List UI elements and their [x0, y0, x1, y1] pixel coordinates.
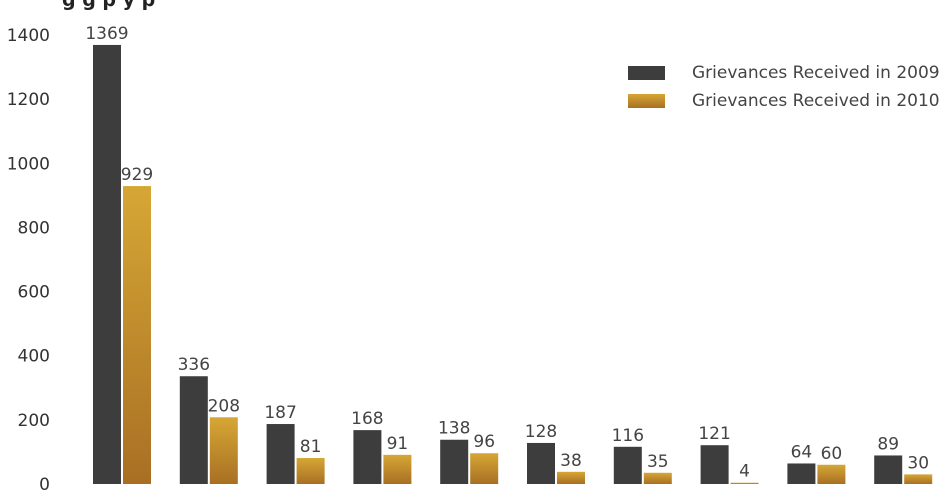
y-tick-label: 200: [18, 411, 50, 431]
data-label-2009: 187: [264, 403, 296, 423]
legend-label: Grievances Received in 2010: [692, 91, 940, 111]
y-tick-label: 600: [18, 283, 50, 303]
legend-swatch: [628, 94, 665, 108]
data-label-2009: 138: [438, 419, 470, 439]
data-label-2010: 929: [121, 165, 153, 185]
data-label-2010: 35: [647, 452, 669, 472]
y-tick-label: 800: [18, 218, 50, 238]
bar-2009: [353, 430, 382, 484]
data-label-2010: 91: [387, 434, 409, 454]
bar-2010: [730, 482, 759, 484]
chart-title: g g p y p: [62, 0, 155, 11]
bar-2009: [440, 439, 469, 484]
bar-2010: [209, 417, 238, 484]
bar-2009: [93, 44, 121, 485]
data-label-2009: 168: [351, 409, 383, 429]
y-tick-label: 0: [39, 475, 50, 492]
y-tick-label: 1000: [7, 154, 50, 174]
bar-2010: [904, 474, 933, 484]
data-label-2009: 116: [612, 426, 644, 446]
data-label-2009: 128: [525, 422, 557, 442]
y-tick-label: 1400: [7, 26, 50, 46]
data-label-2010: 30: [907, 453, 929, 473]
data-label-2010: 38: [560, 451, 582, 471]
bar-2010: [557, 471, 585, 484]
data-label-2009: 89: [877, 434, 899, 454]
data-label-2010: 208: [208, 396, 240, 416]
bar-2010: [123, 186, 151, 484]
bar-2009: [787, 463, 816, 484]
bar-2009: [266, 424, 295, 484]
bar-2010: [817, 464, 846, 484]
legend-swatch: [628, 66, 665, 80]
bar-2009: [874, 455, 903, 484]
bar-2010: [643, 472, 672, 484]
bar-2009: [179, 376, 208, 484]
bar-2009: [527, 442, 555, 484]
bar-2010: [470, 453, 499, 484]
legend-label: Grievances Received in 2009: [692, 63, 940, 83]
data-label-2010: 96: [473, 432, 495, 452]
data-label-2010: 81: [300, 437, 322, 457]
data-label-2009: 64: [791, 442, 813, 462]
bar-2010: [383, 454, 412, 484]
y-tick-label: 1200: [7, 90, 50, 110]
bar-2010: [296, 458, 325, 484]
data-label-2009: 336: [178, 355, 210, 375]
y-tick-label: 400: [18, 347, 50, 367]
data-label-2010: 60: [821, 444, 843, 464]
data-label-2009: 1369: [85, 24, 128, 44]
bar-2009: [613, 446, 642, 484]
bar-2009: [700, 445, 729, 484]
data-label-2010: 4: [739, 462, 750, 482]
data-label-2009: 121: [698, 424, 730, 444]
